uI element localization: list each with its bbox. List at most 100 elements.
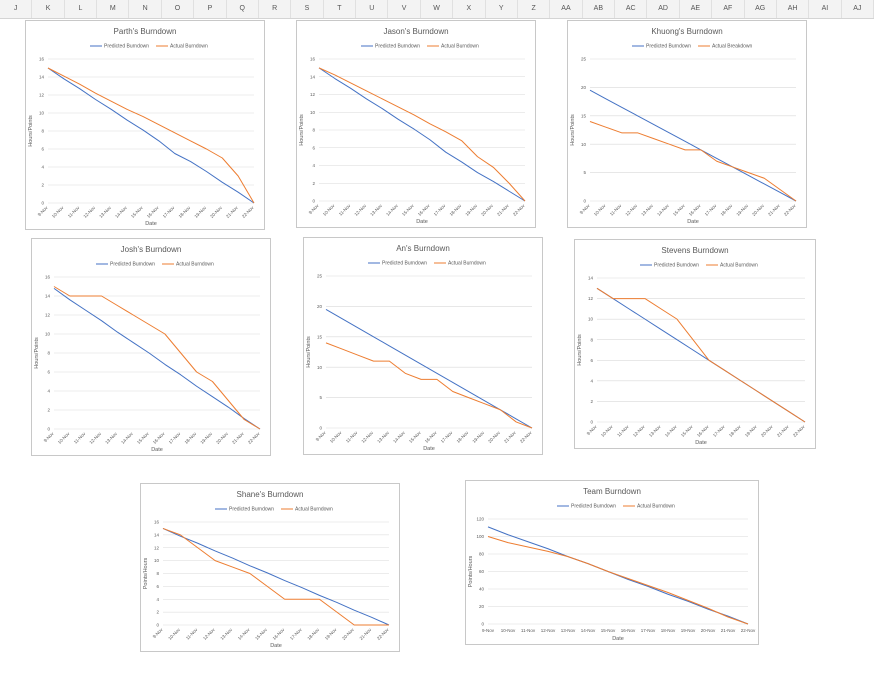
x-tick-label: 21-Nov (503, 430, 517, 444)
x-tick-label: 17-Nov (168, 431, 182, 445)
series-line-predicted[interactable] (318, 67, 526, 202)
legend-label-predicted: Predicted Burndown (646, 44, 691, 50)
x-tick-label: 9-Nov (43, 431, 56, 444)
column-header-y[interactable]: Y (486, 0, 518, 18)
chart-shane-burndown[interactable]: Shane's Burndown Predicted Burndown Actual… (140, 483, 400, 652)
y-tick-label: 25 (581, 57, 587, 62)
column-header-x[interactable]: X (453, 0, 486, 18)
x-tick-label: 22-Nov (792, 424, 806, 438)
column-header-ai[interactable]: AI (809, 0, 842, 18)
x-tick-label: 16-Nov (146, 205, 160, 219)
series-line-predicted[interactable] (53, 287, 261, 430)
y-tick-label: 6 (41, 147, 44, 152)
chart-title: Parth's Burndown (114, 27, 177, 36)
column-header-z[interactable]: Z (518, 0, 551, 18)
column-header-r[interactable]: R (259, 0, 292, 18)
x-tick-label: 21-Nov (225, 205, 239, 219)
chart-josh-burndown[interactable]: Josh's Burndown Predicted Burndown Actual … (31, 238, 271, 456)
x-tick-label: 9-Nov (482, 628, 495, 633)
column-header-n[interactable]: N (129, 0, 162, 18)
x-tick-label: 18-Nov (306, 627, 320, 641)
x-tick-label: 19-Nov (471, 430, 485, 444)
y-axis-title: Hours/Points (299, 114, 305, 146)
column-header-q[interactable]: Q (227, 0, 259, 18)
column-header-p[interactable]: P (194, 0, 227, 18)
y-tick-label: 14 (45, 294, 51, 299)
y-tick-label: 10 (154, 558, 160, 563)
x-tick-label: 14-Nov (114, 205, 128, 219)
x-tick-label: 11-Nov (338, 203, 352, 217)
y-tick-label: 10 (581, 142, 587, 147)
series-line-actual[interactable] (487, 536, 749, 625)
chart-title: An's Burndown (396, 244, 450, 253)
series-line-actual[interactable] (589, 121, 797, 202)
series-line-actual[interactable] (325, 342, 533, 429)
x-tick-label: 16-Nov (696, 424, 710, 438)
x-tick-label: 10-Nov (57, 431, 71, 445)
x-tick-label: 21-Nov (776, 424, 790, 438)
series-line-predicted[interactable] (589, 89, 797, 202)
series-line-actual[interactable] (162, 527, 389, 626)
series-line-actual[interactable] (53, 286, 261, 430)
y-tick-label: 10 (317, 365, 323, 370)
series-line-predicted[interactable] (47, 67, 255, 204)
x-tick-label: 10-Nov (167, 627, 181, 641)
y-tick-label: 0 (481, 622, 484, 627)
chart-stevens-burndown[interactable]: Stevens Burndown Predicted Burndown Actual… (574, 239, 816, 449)
series-line-actual[interactable] (596, 287, 806, 423)
x-tick-label: 17-Nov (440, 430, 454, 444)
chart-jason-burndown[interactable]: Jason's Burndown Predicted Burndown Actual… (296, 20, 536, 228)
column-header-l[interactable]: L (65, 0, 98, 18)
legend-label-predicted: Predicted Burndown (571, 504, 616, 510)
x-tick-label: 12-Nov (353, 203, 367, 217)
chart-an-burndown[interactable]: An's Burndown Predicted Burndown Actual Bu… (303, 237, 543, 455)
y-tick-label: 0 (156, 623, 159, 628)
x-tick-label: 16-Nov (417, 203, 431, 217)
x-axis-title: Date (687, 219, 699, 225)
x-tick-label: 12-Nov (632, 424, 646, 438)
series-line-actual[interactable] (47, 67, 255, 204)
column-header-ag[interactable]: AG (745, 0, 777, 18)
x-tick-label: 18-Nov (456, 430, 470, 444)
chart-svg: Team Burndown Predicted Burndown Actual Bu… (468, 487, 756, 642)
chart-team-burndown[interactable]: Team Burndown Predicted Burndown Actual Bu… (465, 480, 759, 645)
column-header-w[interactable]: W (421, 0, 454, 18)
y-tick-label: 12 (45, 313, 51, 318)
y-tick-label: 10 (310, 110, 316, 115)
x-tick-label: 14-Nov (392, 430, 406, 444)
column-header-ab[interactable]: AB (583, 0, 616, 18)
column-header-v[interactable]: V (388, 0, 421, 18)
column-header-aj[interactable]: AJ (842, 0, 874, 18)
legend-label-predicted: Predicted Burndown (229, 507, 274, 513)
column-header-ac[interactable]: AC (615, 0, 648, 18)
chart-khuong-burndown[interactable]: Khuong's Burndown Predicted Burndown Actua… (567, 20, 807, 228)
column-header-k[interactable]: K (32, 0, 65, 18)
column-header-af[interactable]: AF (712, 0, 745, 18)
column-header-u[interactable]: U (356, 0, 389, 18)
series-line-predicted[interactable] (162, 527, 390, 626)
column-header-m[interactable]: M (97, 0, 130, 18)
y-tick-label: 120 (476, 517, 484, 522)
y-tick-label: 2 (156, 610, 159, 615)
x-tick-label: 9-Nov (586, 424, 599, 437)
column-header-j[interactable]: J (0, 0, 33, 18)
chart-svg: An's Burndown Predicted Burndown Actual Bu… (306, 244, 533, 452)
column-header-aa[interactable]: AA (550, 0, 583, 18)
y-tick-label: 14 (39, 75, 45, 80)
x-tick-label: 22-Nov (783, 203, 797, 217)
y-tick-label: 8 (41, 129, 44, 134)
y-tick-label: 6 (156, 584, 159, 589)
column-header-ae[interactable]: AE (680, 0, 713, 18)
column-header-s[interactable]: S (291, 0, 324, 18)
series-line-actual[interactable] (318, 67, 526, 202)
y-tick-label: 4 (156, 597, 159, 602)
x-tick-label: 20-Nov (760, 424, 774, 438)
column-header-ad[interactable]: AD (647, 0, 680, 18)
column-header-ah[interactable]: AH (777, 0, 810, 18)
column-header-t[interactable]: T (324, 0, 357, 18)
x-tick-label: 12-Nov (624, 203, 638, 217)
column-header-o[interactable]: O (162, 0, 195, 18)
x-tick-label: 14-Nov (385, 203, 399, 217)
chart-parth-burndown[interactable]: Parth's Burndown Predicted Burndown Actual… (25, 20, 265, 230)
x-tick-label: 22-Nov (741, 628, 756, 633)
